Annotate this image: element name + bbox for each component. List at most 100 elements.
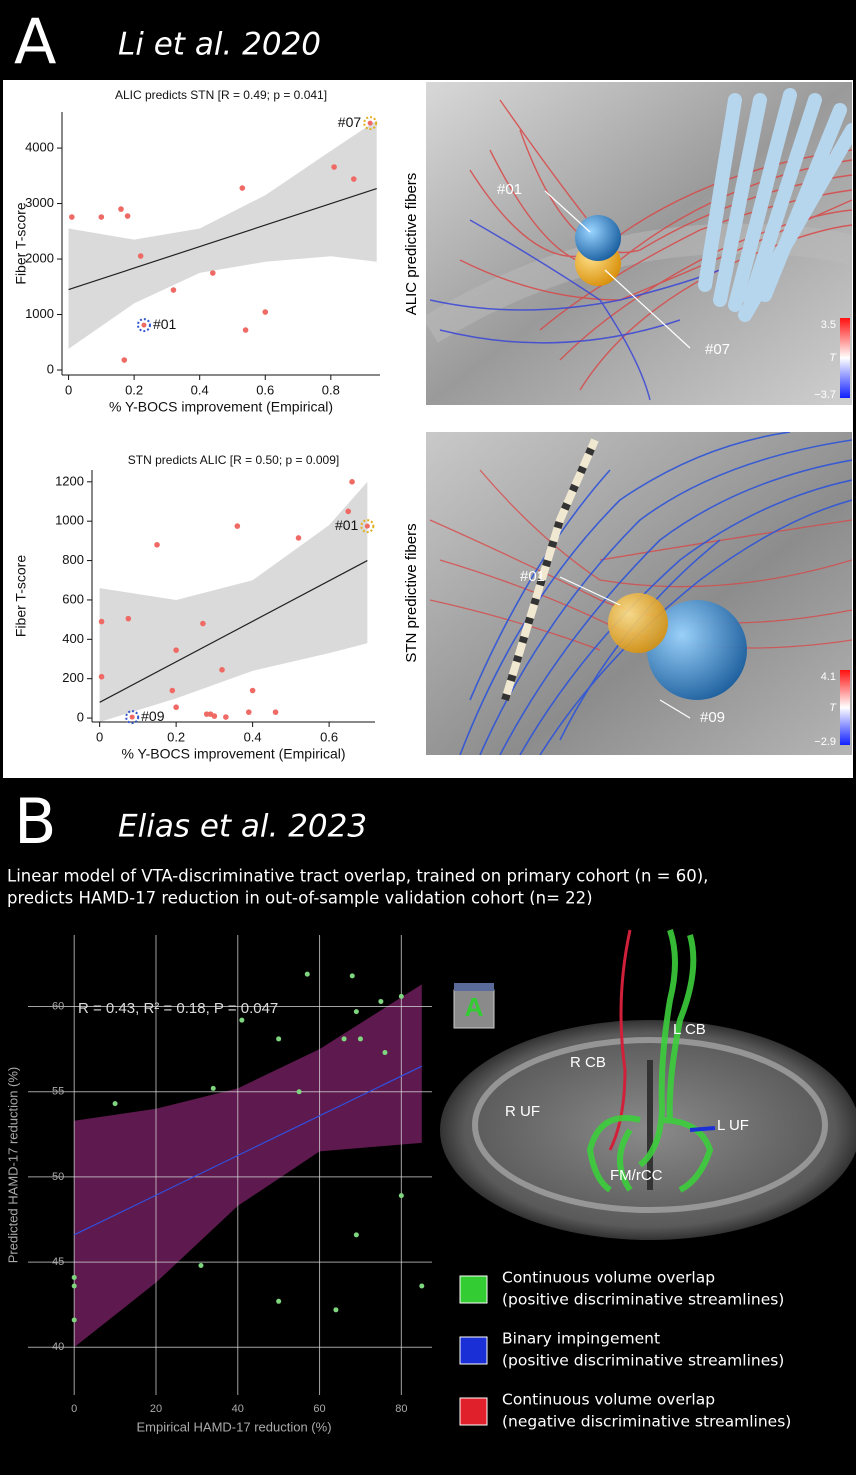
tract-label: R CB xyxy=(570,1054,606,1071)
data-point xyxy=(305,972,310,977)
legend-swatch xyxy=(460,1337,487,1364)
data-point xyxy=(276,1299,281,1304)
highlight-label: #01 xyxy=(335,517,359,533)
marker-label: #01 xyxy=(520,568,545,585)
data-point xyxy=(382,1050,387,1055)
data-point xyxy=(113,1101,118,1106)
x-axis-label: % Y-BOCS improvement (Empirical) xyxy=(109,399,333,415)
x-axis-label: % Y-BOCS improvement (Empirical) xyxy=(121,746,345,762)
y-tick-label: 45 xyxy=(52,1256,64,1268)
data-point xyxy=(239,1018,244,1023)
y-tick-label: 50 xyxy=(52,1171,64,1183)
data-point xyxy=(399,1193,404,1198)
y-tick-label: 1000 xyxy=(55,513,84,528)
data-point xyxy=(223,714,229,720)
data-point xyxy=(243,327,249,333)
data-point xyxy=(399,994,404,999)
y-axis-label: Fiber T-score xyxy=(13,555,29,637)
data-point xyxy=(72,1318,77,1323)
data-point xyxy=(118,206,124,212)
scatter-chart: 0204060804045505560R = 0.43, R² = 0.18, … xyxy=(5,935,432,1434)
data-point xyxy=(333,1307,338,1312)
image-side-label: ALIC predictive fibers xyxy=(403,173,420,316)
legend-label: Continuous volume overlap xyxy=(502,1391,715,1409)
data-point xyxy=(212,713,218,719)
data-point xyxy=(262,309,268,315)
orientation-cube-label: A xyxy=(465,992,484,1022)
data-point xyxy=(171,287,177,293)
y-tick-label: 600 xyxy=(62,591,84,606)
data-point xyxy=(72,1283,77,1288)
x-tick-label: 0.4 xyxy=(191,382,209,397)
caption-line: Linear model of VTA-discriminative tract… xyxy=(7,867,708,886)
data-point xyxy=(250,688,256,694)
data-point xyxy=(296,535,302,541)
data-point xyxy=(99,619,105,625)
data-point xyxy=(350,973,355,978)
y-tick-label: 3000 xyxy=(25,195,54,210)
x-tick-label: 40 xyxy=(232,1403,244,1415)
data-point xyxy=(173,704,179,710)
data-point xyxy=(125,213,131,219)
colorbar-max: 3.5 xyxy=(821,319,836,331)
x-tick-label: 0 xyxy=(96,729,103,744)
x-tick-label: 60 xyxy=(313,1403,325,1415)
data-point xyxy=(170,688,176,694)
y-axis-label: Predicted HAMD-17 reduction (%) xyxy=(5,1067,20,1264)
colorbar-min: −2.9 xyxy=(814,736,836,748)
data-point xyxy=(99,214,105,220)
highlight-point xyxy=(365,524,370,529)
y-axis-label: Fiber T-score xyxy=(13,202,29,284)
data-point xyxy=(354,1009,359,1014)
x-tick-label: 0 xyxy=(65,382,72,397)
y-tick-label: 4000 xyxy=(25,140,54,155)
data-point xyxy=(219,667,225,673)
x-tick-label: 0.2 xyxy=(167,729,185,744)
data-point xyxy=(349,479,355,485)
x-tick-label: 20 xyxy=(150,1403,162,1415)
x-tick-label: 80 xyxy=(395,1403,407,1415)
data-point xyxy=(138,253,144,259)
highlight-point xyxy=(130,715,135,720)
data-point xyxy=(246,709,252,715)
x-tick-label: 0.6 xyxy=(256,382,274,397)
chart-title: ALIC predicts STN [R = 0.49; p = 0.041] xyxy=(115,88,327,102)
marker-label: #07 xyxy=(705,341,730,358)
data-point xyxy=(358,1036,363,1041)
y-tick-label: 800 xyxy=(62,552,84,567)
colorbar-min: −3.7 xyxy=(814,389,836,401)
highlight-label: #07 xyxy=(338,114,362,130)
legend-swatch xyxy=(460,1398,487,1425)
data-point xyxy=(69,214,75,220)
marker-label: #01 xyxy=(497,181,522,198)
panel-letter: B xyxy=(14,785,57,858)
data-point xyxy=(173,647,179,653)
figure: A Li et al. 2020 #01 #07 3.5 T −3.7 ALIC… xyxy=(0,0,856,1475)
legend-label: Binary impingement xyxy=(502,1330,660,1348)
data-point xyxy=(235,523,241,529)
data-point xyxy=(200,621,206,627)
caption-line: predicts HAMD-17 reduction in out-of-sam… xyxy=(7,889,593,908)
data-point xyxy=(378,999,383,1004)
x-tick-label: 0.6 xyxy=(320,729,338,744)
data-point xyxy=(210,270,216,276)
data-point xyxy=(345,509,351,515)
chart-title: STN predicts ALIC [R = 0.50; p = 0.009] xyxy=(128,453,339,467)
tractography-image xyxy=(426,82,852,405)
stat-annotation: R = 0.43, R² = 0.18, P = 0.047 xyxy=(78,1000,278,1017)
data-point xyxy=(351,176,357,182)
tract-label: L UF xyxy=(717,1117,749,1134)
y-tick-label: 0 xyxy=(77,710,84,725)
y-tick-label: 60 xyxy=(52,1000,64,1012)
legend-sub: (positive discriminative streamlines) xyxy=(502,1291,784,1309)
data-point xyxy=(126,616,132,622)
legend-sub: (positive discriminative streamlines) xyxy=(502,1352,784,1370)
y-tick-label: 2000 xyxy=(25,250,54,265)
data-point xyxy=(297,1089,302,1094)
panel-letter: A xyxy=(14,5,56,78)
y-tick-label: 200 xyxy=(62,670,84,685)
marker-label: #09 xyxy=(700,709,725,726)
data-point xyxy=(198,1263,203,1268)
tract-label: L CB xyxy=(673,1021,706,1038)
x-axis-label: Empirical HAMD-17 reduction (%) xyxy=(136,1419,331,1434)
